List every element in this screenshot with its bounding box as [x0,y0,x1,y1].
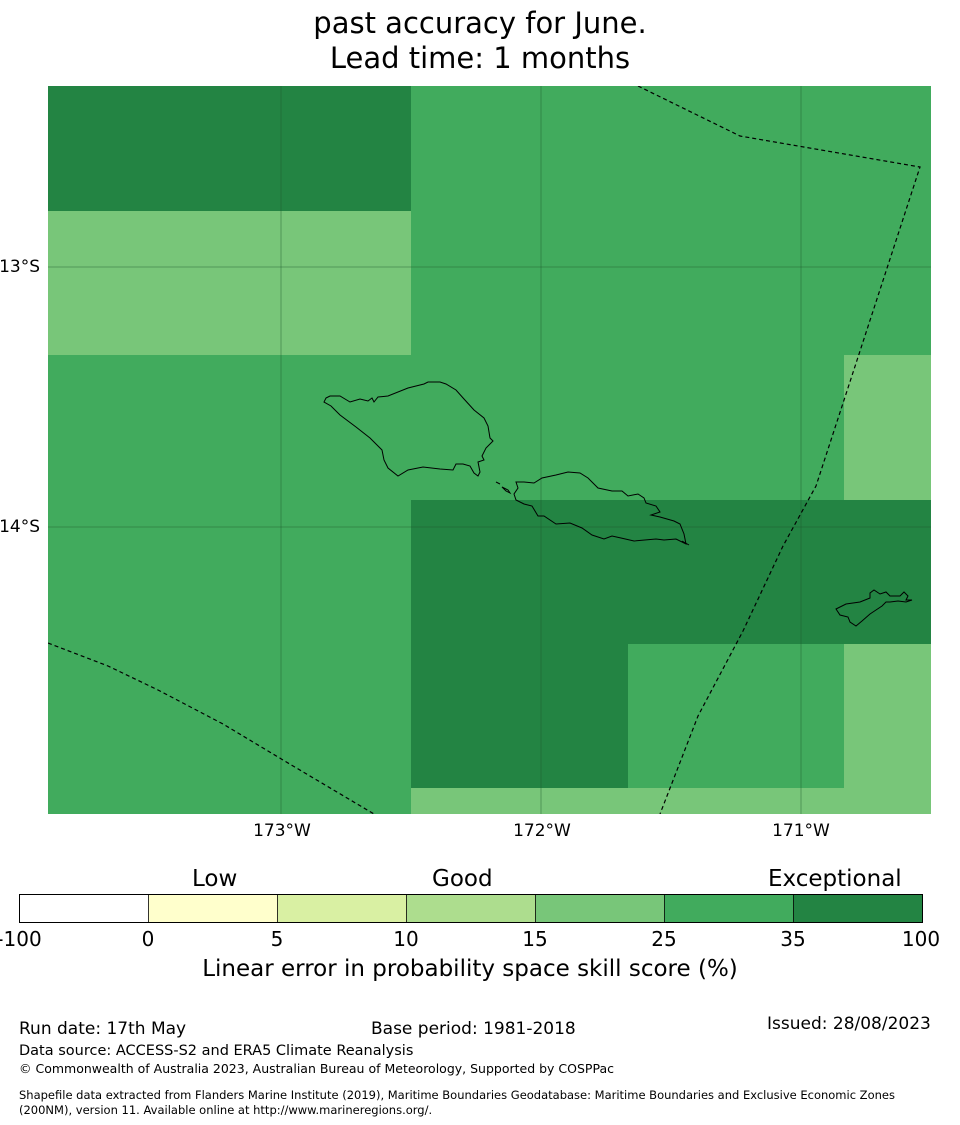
category-label-exceptional: Exceptional [768,866,902,892]
map-title-line-2: past accuracy for June. [313,6,647,40]
colorbar-segment [664,894,794,923]
colorbar-title: Linear error in probability space skill … [202,956,738,982]
issued-date: Issued: 28/08/2023 [767,1014,931,1034]
eez-boundary-west [48,642,375,814]
colorbar-segment [19,894,149,923]
colorbar [19,894,923,923]
lat-label-14s: 14°S [0,517,40,537]
category-label-good: Good [432,866,493,892]
colorbar-tick: 0 [141,927,155,951]
lat-label-13s: 13°S [0,257,40,277]
grid-cell [411,788,931,814]
colorbar-tick: 5 [270,927,284,951]
base-period: Base period: 1981-2018 [371,1019,576,1039]
copyright-notice: © Commonwealth of Australia 2023, Austra… [19,1061,614,1076]
eez-boundary-east [637,86,921,814]
upolu-island-outline [513,471,687,545]
grid-cell [48,211,411,355]
lon-label-173w: 173°W [253,821,311,841]
category-label-low: Low [192,866,238,892]
lon-label-172w: 172°W [513,821,571,841]
grid-cell [844,644,931,814]
tutuila-island-outline [835,589,913,627]
grid-cell [48,86,411,211]
colorbar-segment [793,894,923,923]
shapefile-credit-line-2: (200NM), version 11. Available online at… [19,1103,433,1117]
manono-islet-outline [501,486,512,495]
run-date: Run date: 17th May [19,1019,187,1039]
grid-cell [844,355,931,500]
colorbar-segment [277,894,407,923]
colorbar-tick: 25 [651,927,677,951]
colorbar-tick: -100 [0,927,42,951]
colorbar-segment [535,894,665,923]
data-source: Data source: ACCESS-S2 and ERA5 Climate … [19,1043,414,1059]
grid-cell [411,644,628,788]
eez-boundaries [48,86,921,814]
colorbar-tick: 35 [780,927,806,951]
colorbar-tick: 15 [522,927,548,951]
lon-label-171w: 171°W [772,821,830,841]
apolima-islet-outline [495,481,501,485]
colorbar-tick: 100 [901,927,941,951]
shapefile-credit-line-1: Shapefile data extracted from Flanders M… [19,1088,895,1102]
colorbar-segment [406,894,536,923]
colorbar-frame [19,894,923,923]
grid-cell [411,500,931,644]
skill-map [48,86,931,814]
graticule [48,86,931,814]
skill-grid [48,86,931,814]
colorbar-tick: 10 [393,927,419,951]
colorbar-segment [148,894,278,923]
savaii-island-outline [323,381,494,477]
map-title-line-3: Lead time: 1 months [329,41,631,75]
nuutele-islet-outline [681,540,690,546]
coastlines [323,381,913,627]
